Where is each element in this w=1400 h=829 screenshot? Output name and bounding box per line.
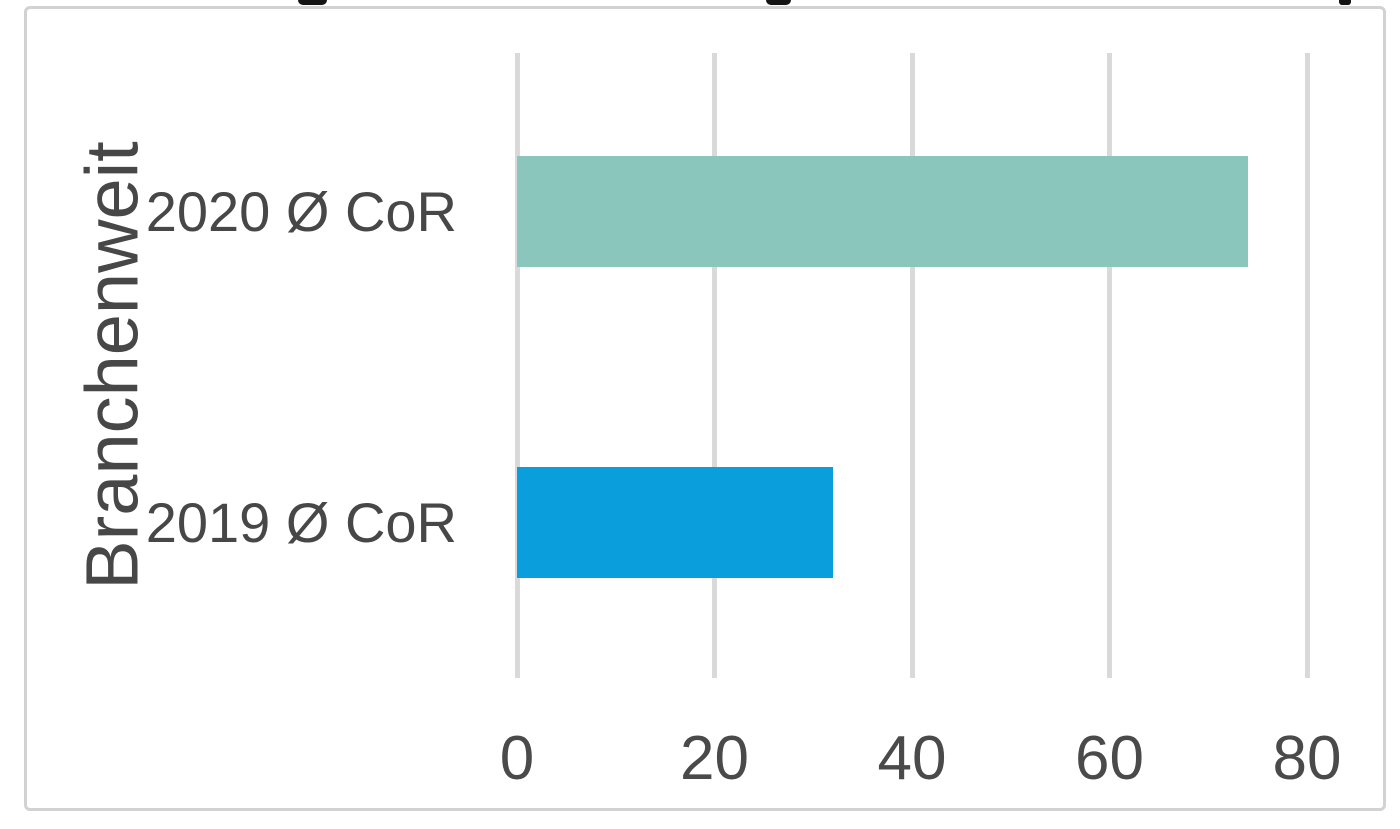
category-label-2020-cor: 2020 Ø CoR <box>145 180 457 243</box>
cropped-title-descender-2 <box>766 0 791 5</box>
gridline-60 <box>1107 53 1112 678</box>
gridline-80 <box>1304 53 1310 678</box>
bar-2020-avg-cor <box>517 156 1248 267</box>
gridline-40 <box>909 53 915 678</box>
x-axis-tick-label-40: 40 <box>877 724 947 793</box>
gridline-0 <box>514 53 520 678</box>
chart-frame: Branchenweit 2020 Ø CoR 2019 Ø CoR 0 20 … <box>24 6 1386 811</box>
cropped-title-descender-1 <box>298 0 327 5</box>
x-axis-tick-label-0: 0 <box>499 724 535 793</box>
x-axis-tick-label-20: 20 <box>680 724 749 793</box>
category-label-2019-cor: 2019 Ø CoR <box>145 491 457 554</box>
cropped-title-descender-3 <box>1339 0 1351 5</box>
gridline-20 <box>712 53 717 678</box>
plot-area <box>514 53 1381 678</box>
category-axis: 2020 Ø CoR 2019 Ø CoR <box>27 53 485 678</box>
x-axis-tick-label-60: 60 <box>1075 724 1144 793</box>
bar-2019-avg-cor <box>517 467 833 578</box>
x-axis-tick-label-80: 80 <box>1272 724 1342 793</box>
x-axis: 0 20 40 60 80 <box>500 723 1381 803</box>
